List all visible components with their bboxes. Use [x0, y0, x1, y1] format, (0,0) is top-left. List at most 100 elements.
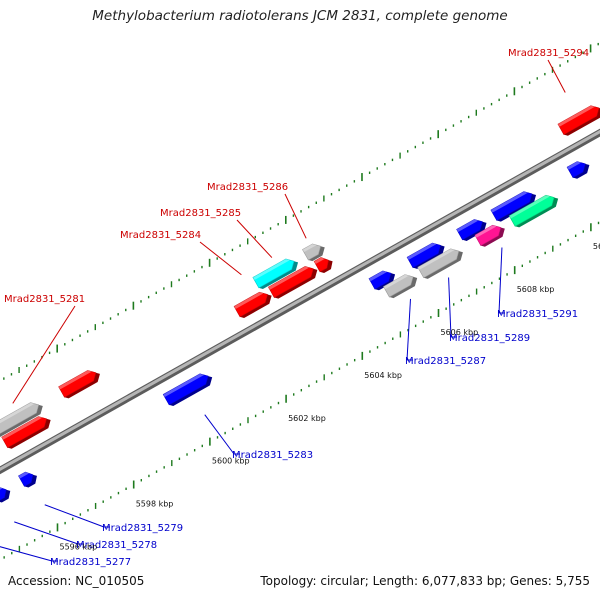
- gene-label: Mrad2831_5286: [207, 182, 288, 193]
- gene-arrow-gloss: [58, 370, 92, 390]
- gene-arrow[interactable]: [490, 187, 539, 223]
- gene-arrow-body: [406, 242, 441, 269]
- gene-arrow-gloss: [18, 472, 30, 479]
- gene-arrow[interactable]: [0, 398, 46, 440]
- gene-arrow-gloss: [490, 191, 528, 213]
- gene-arrow-body: [566, 161, 586, 179]
- gene-arrow[interactable]: [368, 266, 398, 291]
- gene-arrow-body: [557, 105, 600, 136]
- gene-label-leader: [284, 193, 307, 239]
- gene-arrow[interactable]: [557, 101, 600, 137]
- gene-label-leader: [12, 305, 76, 404]
- gene-arrow[interactable]: [0, 483, 13, 504]
- gene-arrow-depth: [515, 197, 559, 228]
- gene-arrow[interactable]: [1, 412, 54, 450]
- gene-arrow[interactable]: [383, 270, 420, 300]
- tick-label: 5602 kbp: [288, 414, 326, 423]
- gene-arrow-body: [252, 258, 295, 289]
- gene-arrow-depth: [412, 245, 445, 269]
- gene-arrow-gloss: [474, 225, 497, 238]
- gene-arrow-body: [417, 248, 460, 279]
- gene-arrow[interactable]: [302, 240, 327, 263]
- gene-arrow[interactable]: [566, 157, 592, 180]
- gene-arrow-body: [1, 416, 47, 449]
- gene-arrow-body: [18, 471, 34, 487]
- gene-arrow[interactable]: [417, 244, 466, 280]
- gene-arrow-gloss: [567, 161, 582, 170]
- gene-arrow-depth: [480, 227, 505, 247]
- gene-arrow-body: [508, 194, 555, 227]
- gene-label: Mrad2831_5287: [405, 356, 486, 367]
- gene-arrow-depth: [24, 474, 37, 488]
- gene-arrow-gloss: [234, 292, 264, 309]
- gene-arrow-depth: [0, 489, 11, 503]
- gene-label: Mrad2831_5294: [508, 48, 589, 59]
- tick-labels: 5596 kbp 5598 kbp 5600 kbp 5602 kbp 5604 kbp…: [59, 242, 600, 551]
- gene-arrow-gloss: [268, 266, 310, 290]
- gene-label: Mrad2831_5281: [4, 294, 85, 305]
- gene-label: Mrad2831_5284: [120, 230, 201, 241]
- gene-arrow[interactable]: [162, 369, 215, 407]
- gene-label: Mrad2831_5289: [449, 333, 530, 344]
- gene-arrow-body: [0, 402, 40, 439]
- gene-label-leader: [0, 546, 53, 562]
- gene-label-leader: [44, 504, 105, 528]
- gene-label: Mrad2831_5283: [232, 450, 313, 461]
- gene-arrow-depth: [320, 260, 333, 273]
- gene-features[interactable]: [0, 101, 600, 532]
- gene-label: Mrad2831_5285: [160, 208, 241, 219]
- gene-arrow-gloss: [1, 416, 43, 440]
- gene-arrow-depth: [389, 276, 418, 299]
- gene-arrow[interactable]: [267, 262, 320, 300]
- gene-arrow-depth: [423, 251, 463, 279]
- gene-arrow-depth: [64, 372, 100, 399]
- tick-label: 5610 kbp: [593, 242, 600, 251]
- gene-arrow-body: [162, 373, 209, 406]
- gene-arrow-gloss: [407, 243, 437, 260]
- gene-arrow[interactable]: [58, 366, 103, 400]
- gene-label-leader: [448, 277, 452, 338]
- gene-arrow-depth: [258, 261, 299, 290]
- gene-arrow-body: [58, 370, 97, 398]
- gene-arrow-gloss: [509, 195, 550, 219]
- gene-arrow-body: [233, 291, 268, 318]
- gene-arrow-gloss: [252, 258, 290, 281]
- gene-arrow-depth: [563, 107, 600, 136]
- gene-arrow[interactable]: [252, 255, 301, 291]
- gene-arrow[interactable]: [313, 253, 335, 274]
- tick-label: 5606 kbp: [440, 328, 478, 337]
- tick-label: 5598 kbp: [136, 500, 174, 509]
- gene-arrow-depth: [274, 268, 318, 299]
- gene-arrow-depth: [239, 294, 272, 318]
- gene-label: Mrad2831_5279: [102, 523, 183, 534]
- gene-label-leader: [204, 414, 235, 455]
- genome-backbone: [0, 128, 600, 475]
- gene-label-leader: [498, 247, 503, 314]
- gene-arrow-body: [456, 219, 483, 241]
- backbone-highlight: [0, 129, 600, 471]
- gene-arrow-body: [313, 257, 329, 273]
- gene-arrow-body: [267, 266, 314, 298]
- gene-arrow-depth: [573, 163, 590, 179]
- gene-arrow-gloss: [302, 243, 317, 253]
- gene-arrow-gloss: [383, 274, 410, 290]
- gene-arrow-body: [368, 270, 392, 290]
- gene-arrow-body: [302, 243, 322, 261]
- gene-label-leader: [236, 219, 273, 258]
- gene-label-leader: [406, 298, 412, 361]
- gene-label: Mrad2831_5277: [50, 557, 131, 568]
- gene-arrow-gloss: [314, 257, 325, 264]
- gene-arrow-depth: [496, 193, 537, 222]
- gene-label-leader: [14, 521, 79, 545]
- gene-label-leader: [547, 59, 566, 93]
- gene-labels: Mrad2831_5281 Mrad2831_5284 Mrad2831_5285 M…: [0, 48, 589, 568]
- gene-arrow[interactable]: [233, 288, 274, 320]
- gene-arrow[interactable]: [474, 221, 508, 248]
- gene-arrow-gloss: [417, 248, 455, 270]
- gene-arrow[interactable]: [406, 239, 447, 271]
- gene-arrow[interactable]: [18, 468, 39, 489]
- gene-arrow[interactable]: [508, 191, 561, 229]
- tick-label: 5600 kbp: [212, 457, 250, 466]
- gene-arrow-depth: [169, 376, 213, 407]
- tick-label: 5604 kbp: [364, 371, 402, 380]
